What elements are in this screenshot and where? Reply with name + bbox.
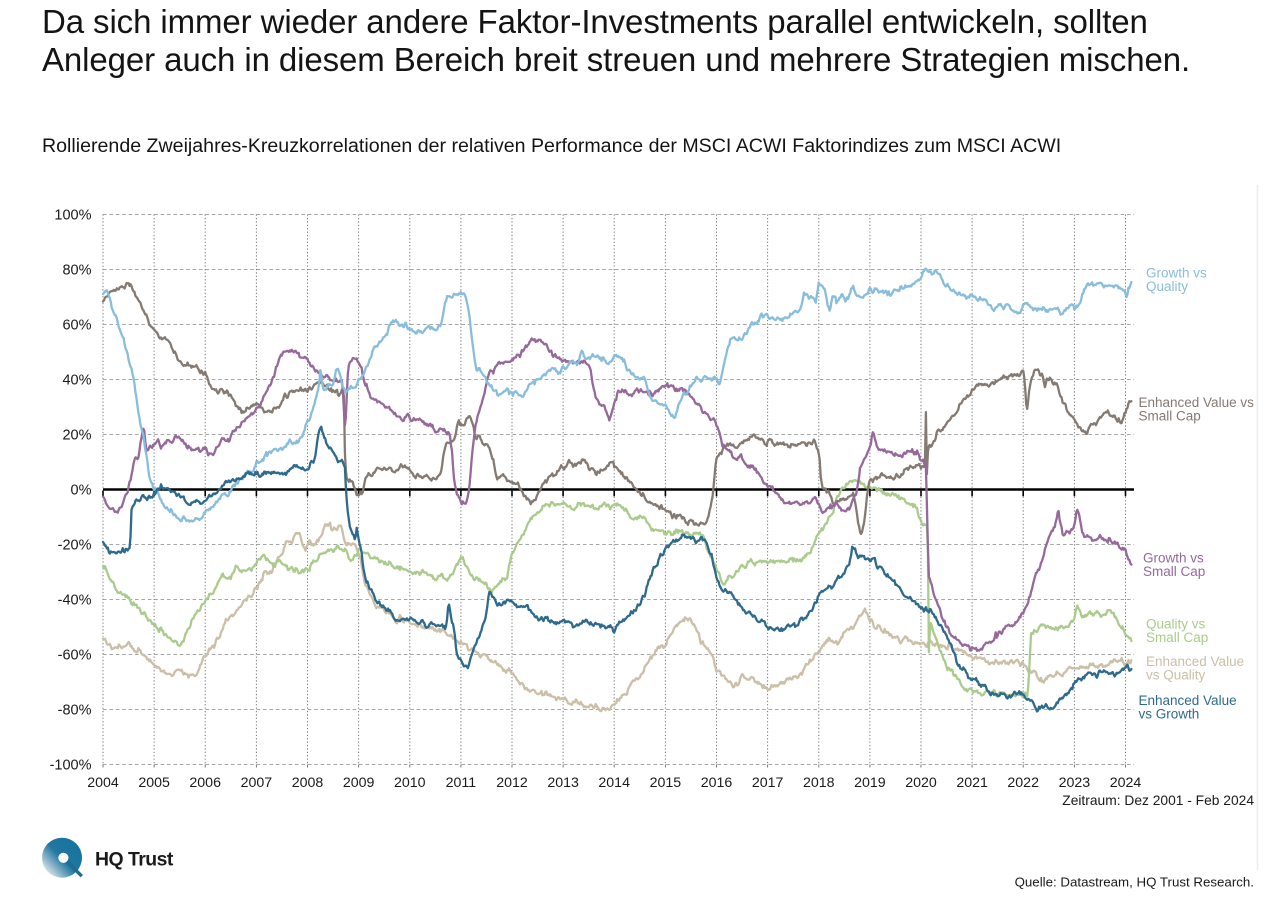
svg-text:2013: 2013: [547, 775, 579, 791]
svg-text:-60%: -60%: [58, 648, 92, 664]
svg-text:20%: 20%: [62, 428, 91, 444]
svg-text:Small Cap: Small Cap: [1146, 630, 1208, 645]
svg-text:2016: 2016: [701, 775, 733, 791]
svg-text:Growth vs: Growth vs: [1146, 266, 1207, 281]
svg-text:40%: 40%: [62, 373, 91, 389]
svg-text:Quality: Quality: [1146, 279, 1188, 294]
svg-text:Small Cap: Small Cap: [1143, 564, 1205, 579]
svg-text:2008: 2008: [292, 775, 324, 791]
svg-text:60%: 60%: [62, 318, 91, 334]
svg-text:Enhanced Value vs: Enhanced Value vs: [1139, 395, 1255, 410]
svg-text:Zeitraum: Dez 2001 - Feb 2024: Zeitraum: Dez 2001 - Feb 2024: [1062, 793, 1254, 808]
svg-text:80%: 80%: [62, 263, 91, 279]
svg-text:vs Quality: vs Quality: [1146, 667, 1206, 682]
svg-text:-40%: -40%: [58, 593, 92, 609]
svg-text:2023: 2023: [1059, 775, 1091, 791]
svg-text:-100%: -100%: [50, 758, 92, 774]
svg-text:2004: 2004: [87, 775, 119, 791]
svg-text:HQ Trust: HQ Trust: [95, 849, 174, 871]
svg-text:-20%: -20%: [58, 538, 92, 554]
svg-text:Quelle: Datastream, HQ Trust R: Quelle: Datastream, HQ Trust Research.: [1015, 875, 1254, 890]
svg-text:0%: 0%: [71, 483, 92, 499]
svg-text:2009: 2009: [343, 775, 375, 791]
svg-text:2024: 2024: [1110, 775, 1142, 791]
svg-text:2006: 2006: [189, 775, 221, 791]
svg-text:2022: 2022: [1007, 775, 1039, 791]
svg-text:2007: 2007: [241, 775, 273, 791]
svg-text:Enhanced Value: Enhanced Value: [1146, 654, 1244, 669]
svg-text:2012: 2012: [496, 775, 528, 791]
svg-text:2015: 2015: [650, 775, 682, 791]
svg-text:2021: 2021: [956, 775, 988, 791]
svg-text:Small Cap: Small Cap: [1139, 408, 1201, 423]
svg-text:100%: 100%: [54, 208, 91, 224]
svg-text:Enhanced Value: Enhanced Value: [1139, 693, 1237, 708]
svg-text:2019: 2019: [854, 775, 886, 791]
svg-text:2005: 2005: [138, 775, 170, 791]
svg-text:2020: 2020: [905, 775, 937, 791]
svg-text:2017: 2017: [752, 775, 784, 791]
svg-text:-80%: -80%: [58, 703, 92, 719]
svg-text:Growth vs: Growth vs: [1143, 551, 1204, 566]
svg-text:2011: 2011: [446, 775, 477, 791]
svg-text:2010: 2010: [394, 775, 426, 791]
svg-text:2018: 2018: [803, 775, 835, 791]
svg-text:vs Growth: vs Growth: [1139, 706, 1200, 721]
svg-text:2014: 2014: [598, 775, 630, 791]
svg-text:Quality vs: Quality vs: [1146, 617, 1206, 632]
